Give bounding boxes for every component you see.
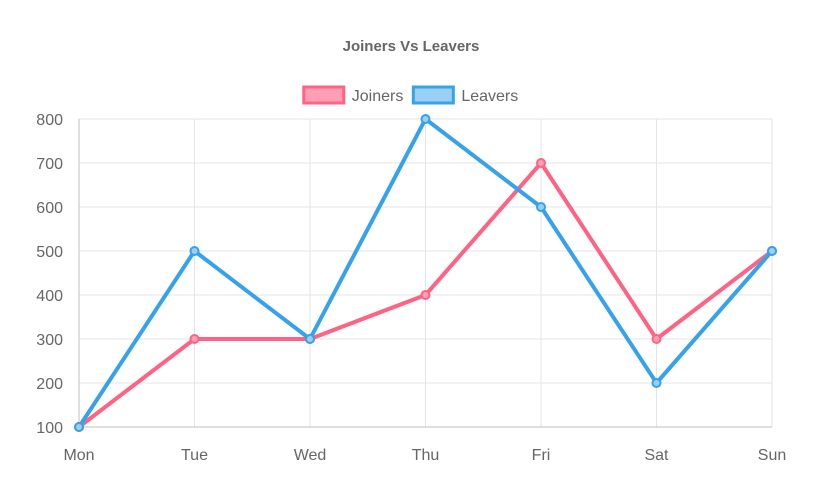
y-tick-label-800: 800 bbox=[36, 112, 63, 129]
y-tick-label-500: 500 bbox=[36, 244, 63, 261]
data-point-leavers-tue[interactable] bbox=[189, 246, 200, 256]
legend-item-joiners[interactable]: Joiners bbox=[302, 85, 404, 105]
legend-label-leavers: Leavers bbox=[461, 88, 518, 105]
x-tick-label-tue: Tue bbox=[181, 447, 208, 464]
data-point-joiners-tue[interactable] bbox=[189, 334, 200, 344]
y-tick-label-400: 400 bbox=[36, 288, 63, 305]
data-point-leavers-thu[interactable] bbox=[420, 114, 431, 124]
y-tick-label-700: 700 bbox=[36, 156, 63, 173]
data-point-leavers-wed[interactable] bbox=[305, 334, 315, 344]
x-tick-label-sun: Sun bbox=[758, 447, 786, 464]
y-tick-label-100: 100 bbox=[36, 420, 63, 437]
y-tick-label-200: 200 bbox=[36, 376, 63, 393]
legend: Joiners Leavers bbox=[302, 85, 518, 105]
data-point-joiners-thu[interactable] bbox=[420, 290, 431, 300]
x-tick-label-sat: Sat bbox=[644, 447, 669, 464]
legend-swatch-joiners bbox=[302, 85, 346, 105]
data-point-leavers-sun[interactable] bbox=[767, 246, 777, 256]
chart-title: Joiners Vs Leavers bbox=[343, 38, 480, 55]
x-tick-label-mon: Mon bbox=[63, 447, 94, 464]
grid bbox=[78, 118, 773, 428]
x-tick-label-wed: Wed bbox=[294, 447, 327, 464]
legend-swatch-leavers bbox=[411, 85, 455, 105]
legend-item-leavers[interactable]: Leavers bbox=[411, 85, 518, 105]
x-tick-label-fri: Fri bbox=[532, 447, 551, 464]
y-axis-ticks: 100 200 300 400 500 600 700 800 bbox=[36, 112, 63, 437]
data-point-leavers-fri[interactable] bbox=[536, 202, 546, 212]
data-point-joiners-sat[interactable] bbox=[651, 334, 662, 344]
y-tick-label-600: 600 bbox=[36, 200, 63, 217]
legend-label-joiners: Joiners bbox=[352, 88, 404, 105]
x-axis-ticks: Mon Tue Wed Thu Fri Sat Sun bbox=[63, 447, 786, 464]
series-layer bbox=[74, 114, 777, 432]
data-point-joiners-fri[interactable] bbox=[536, 158, 546, 168]
series-leavers bbox=[74, 114, 777, 432]
data-point-leavers-mon[interactable] bbox=[74, 422, 84, 432]
data-point-leavers-sat[interactable] bbox=[651, 378, 662, 388]
x-tick-label-thu: Thu bbox=[412, 447, 440, 464]
y-tick-label-300: 300 bbox=[36, 332, 63, 349]
